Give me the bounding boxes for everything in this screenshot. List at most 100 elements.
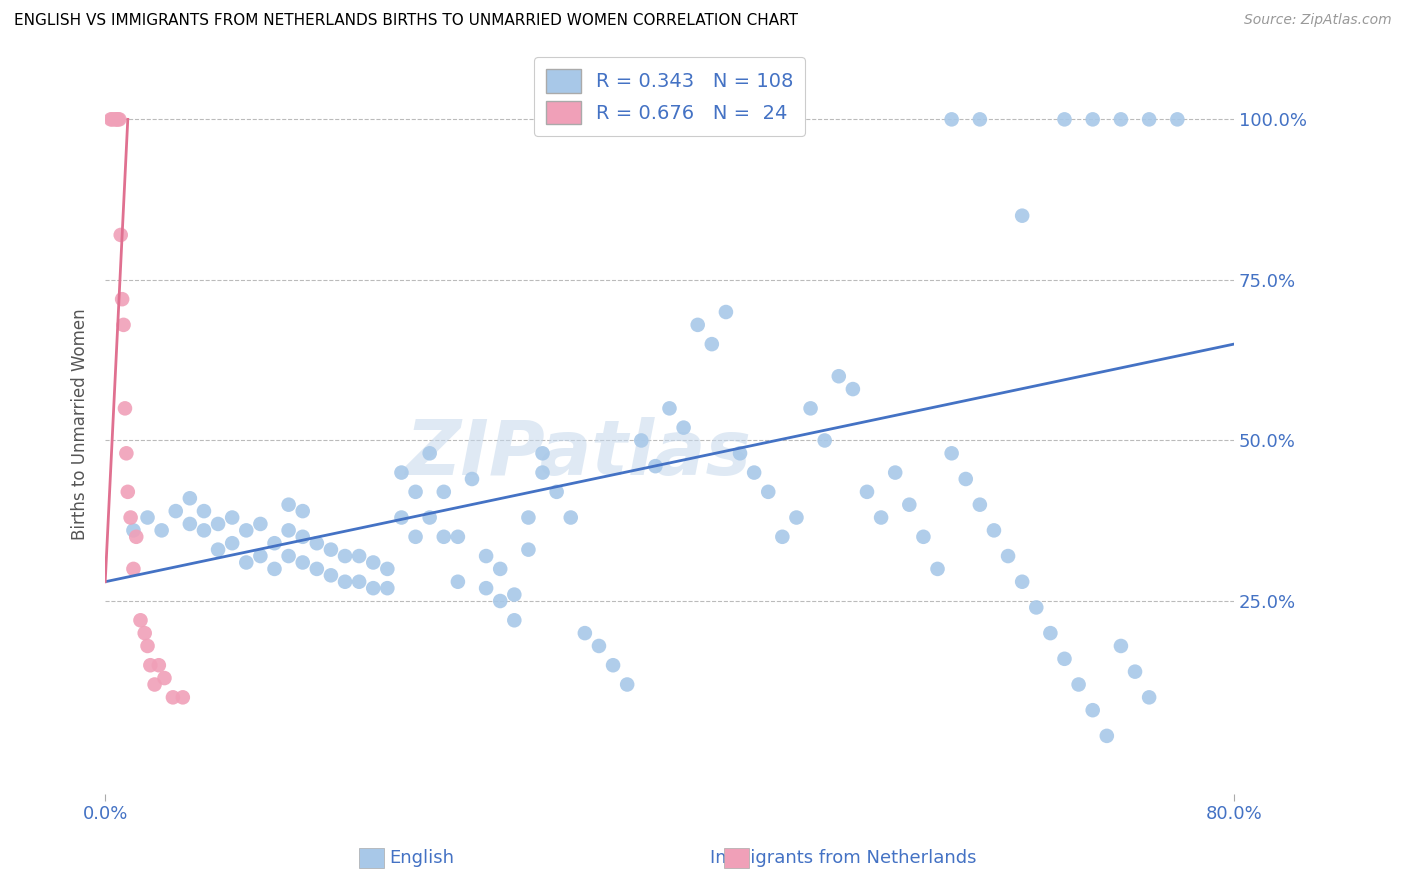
Point bbox=[377, 562, 399, 576]
Point bbox=[347, 549, 370, 563]
Point bbox=[361, 556, 384, 570]
Point bbox=[800, 401, 823, 416]
Point bbox=[531, 466, 554, 480]
Point bbox=[1123, 665, 1146, 679]
Point bbox=[108, 112, 131, 127]
Point bbox=[870, 510, 893, 524]
Point bbox=[101, 112, 124, 127]
Point bbox=[517, 510, 540, 524]
Point bbox=[475, 581, 498, 595]
Point bbox=[884, 466, 907, 480]
Point bbox=[1025, 600, 1047, 615]
Point bbox=[785, 510, 807, 524]
Point bbox=[1095, 729, 1118, 743]
Point bbox=[461, 472, 484, 486]
Point bbox=[221, 536, 243, 550]
Point bbox=[756, 484, 779, 499]
Point bbox=[1053, 112, 1076, 127]
Point bbox=[770, 530, 793, 544]
Point bbox=[162, 690, 184, 705]
Point bbox=[122, 562, 145, 576]
Point bbox=[969, 498, 991, 512]
Point bbox=[405, 484, 427, 499]
Point bbox=[447, 574, 470, 589]
Point bbox=[941, 112, 963, 127]
Point bbox=[129, 613, 152, 627]
Point bbox=[235, 556, 257, 570]
Point bbox=[1137, 112, 1160, 127]
Point bbox=[1081, 112, 1104, 127]
Point bbox=[165, 504, 187, 518]
Point bbox=[517, 542, 540, 557]
Text: ENGLISH VS IMMIGRANTS FROM NETHERLANDS BIRTHS TO UNMARRIED WOMEN CORRELATION CHA: ENGLISH VS IMMIGRANTS FROM NETHERLANDS B… bbox=[14, 13, 799, 29]
Point bbox=[419, 446, 441, 460]
Point bbox=[136, 639, 159, 653]
Point bbox=[658, 401, 681, 416]
Point bbox=[686, 318, 709, 332]
Point bbox=[319, 542, 342, 557]
Point bbox=[912, 530, 935, 544]
Point bbox=[107, 112, 129, 127]
Point bbox=[148, 658, 170, 673]
Point bbox=[1011, 574, 1033, 589]
Point bbox=[120, 510, 142, 524]
Point bbox=[560, 510, 582, 524]
Point bbox=[983, 524, 1005, 538]
Point bbox=[1053, 652, 1076, 666]
Point bbox=[447, 530, 470, 544]
Point bbox=[179, 491, 201, 506]
Point bbox=[714, 305, 737, 319]
Point bbox=[489, 562, 512, 576]
Point bbox=[110, 227, 132, 242]
Point bbox=[277, 524, 299, 538]
Point bbox=[574, 626, 596, 640]
Point bbox=[969, 112, 991, 127]
Point bbox=[475, 549, 498, 563]
Point bbox=[333, 549, 356, 563]
Point bbox=[249, 549, 271, 563]
Point bbox=[291, 504, 314, 518]
Point bbox=[927, 562, 949, 576]
Point bbox=[1137, 690, 1160, 705]
Text: Source: ZipAtlas.com: Source: ZipAtlas.com bbox=[1244, 13, 1392, 28]
Point bbox=[347, 574, 370, 589]
Point bbox=[193, 504, 215, 518]
Text: ZIPatlas: ZIPatlas bbox=[406, 417, 752, 491]
Point bbox=[1067, 677, 1090, 691]
Point bbox=[122, 524, 145, 538]
Point bbox=[207, 542, 229, 557]
Point bbox=[1109, 639, 1132, 653]
Point bbox=[728, 446, 751, 460]
Point bbox=[319, 568, 342, 582]
Point bbox=[616, 677, 638, 691]
Point bbox=[104, 112, 127, 127]
Point bbox=[602, 658, 624, 673]
Point bbox=[531, 446, 554, 460]
Point bbox=[305, 562, 328, 576]
Point bbox=[941, 446, 963, 460]
Point bbox=[111, 292, 134, 306]
Point bbox=[263, 562, 285, 576]
Point bbox=[588, 639, 610, 653]
Point bbox=[898, 498, 921, 512]
Point bbox=[1011, 209, 1033, 223]
Point bbox=[100, 112, 122, 127]
Point bbox=[117, 484, 139, 499]
Point bbox=[193, 524, 215, 538]
Point bbox=[391, 510, 413, 524]
Point bbox=[644, 459, 666, 474]
Point bbox=[277, 498, 299, 512]
Point bbox=[277, 549, 299, 563]
Point bbox=[1081, 703, 1104, 717]
Point bbox=[814, 434, 837, 448]
Point bbox=[433, 530, 456, 544]
Point bbox=[546, 484, 568, 499]
Point bbox=[249, 516, 271, 531]
Point bbox=[489, 594, 512, 608]
Point bbox=[105, 112, 128, 127]
Point bbox=[112, 318, 135, 332]
Point bbox=[263, 536, 285, 550]
Point bbox=[955, 472, 977, 486]
Point bbox=[842, 382, 865, 396]
Point bbox=[1109, 112, 1132, 127]
